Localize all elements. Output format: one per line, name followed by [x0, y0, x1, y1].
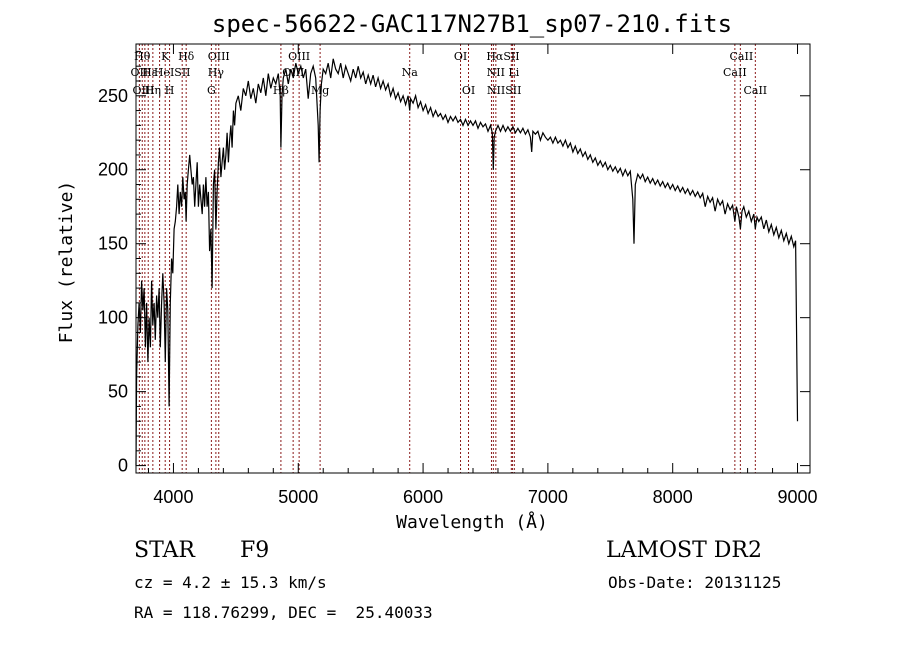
line-label: OIII: [282, 66, 304, 79]
coordinates-info: RA = 118.76299, DEC = 25.40033: [134, 603, 433, 622]
survey-name: LAMOST DR2: [606, 538, 762, 563]
line-label: Hβ: [273, 84, 289, 97]
line-label: OIII: [132, 84, 154, 97]
line-label: OIII: [288, 50, 310, 63]
line-label: OII: [131, 66, 149, 79]
y-tick-label: 100: [98, 308, 128, 328]
spectrum-line: [135, 58, 799, 466]
x-tick-label: 5000: [278, 487, 318, 507]
x-axis-label: Wavelength (Å): [396, 511, 548, 533]
spectral-class: STAR: [134, 538, 195, 563]
y-axis-ticks: 0 50 100 150 200 250: [98, 50, 810, 476]
line-label: HeISII: [154, 66, 191, 79]
line-label: Hθ: [134, 50, 151, 63]
line-label: Hδ: [178, 50, 195, 63]
line-markers: [138, 44, 756, 473]
observation-date: Obs-Date: 20131125: [608, 573, 782, 592]
chart-title: spec-56622-GAC117N27B1_sp07-210.fits: [212, 10, 732, 38]
line-label: OI: [462, 84, 475, 97]
plot-frame: [135, 43, 811, 474]
y-tick-label: 200: [98, 160, 128, 180]
y-tick-label: 250: [98, 86, 128, 106]
line-label: Hγ: [208, 66, 225, 79]
line-label: OIII: [208, 50, 230, 63]
y-tick-label: 50: [108, 382, 128, 402]
x-tick-label: 9000: [777, 487, 817, 507]
y-tick-label: 150: [98, 234, 128, 254]
line-label: Hε: [142, 66, 158, 79]
x-tick-label: 6000: [403, 487, 443, 507]
line-label: CaII: [743, 84, 767, 97]
x-tick-label: 4000: [153, 487, 193, 507]
y-tick-label: 0: [118, 456, 128, 476]
line-label: Mg: [311, 84, 329, 97]
x-tick-label: 8000: [653, 487, 693, 507]
spectral-subclass: F9: [240, 538, 270, 563]
line-label: K: [161, 50, 170, 63]
line-label: NII Li: [487, 66, 520, 79]
line-label: H: [165, 84, 175, 97]
line-label: CaII: [723, 66, 747, 79]
redshift-info: cz = 4.2 ± 15.3 km/s: [134, 573, 327, 592]
line-label: G: [207, 84, 216, 97]
line-label: NIISII: [487, 84, 522, 97]
line-label: HαSII: [486, 50, 519, 63]
x-tick-label: 7000: [528, 487, 568, 507]
line-label: Hη: [145, 84, 161, 97]
y-axis-label: Flux (relative): [56, 181, 77, 344]
x-axis-ticks: 4000 5000 6000 7000 8000 9000: [147, 44, 818, 507]
line-label: OI: [454, 50, 467, 63]
line-label: CaII: [730, 50, 754, 63]
line-label: Na: [402, 66, 419, 79]
